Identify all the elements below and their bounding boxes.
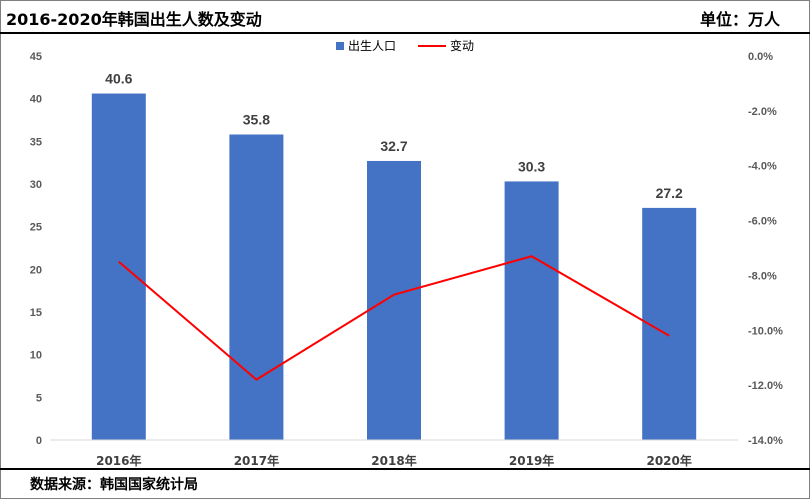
bar-value-label: 30.3 bbox=[518, 158, 545, 174]
y2-tick-label: -10.0% bbox=[748, 325, 783, 337]
legend-bar-swatch bbox=[336, 42, 344, 50]
y-tick-label: 30 bbox=[30, 179, 42, 191]
left-axis-ticks: 0 5 10 15 20 25 30 35 40 45 bbox=[30, 51, 42, 447]
legend-bar-label: 出生人口 bbox=[348, 39, 396, 53]
y2-tick-label: -12.0% bbox=[748, 380, 783, 392]
bar bbox=[642, 207, 697, 440]
y-tick-label: 40 bbox=[30, 94, 42, 106]
bar bbox=[91, 93, 146, 441]
chart-title: 2016-2020年韩国出生人数及变动 bbox=[6, 10, 262, 29]
right-axis-ticks: 0.0% -2.0% -4.0% -6.0% -8.0% -10.0% -12.0% -14.… bbox=[748, 51, 783, 447]
bar bbox=[367, 160, 421, 440]
bar-value-label: 32.7 bbox=[380, 138, 407, 154]
x-tick-label: 2018年 bbox=[371, 453, 416, 468]
y2-tick-label: -4.0% bbox=[748, 161, 777, 173]
x-tick-label: 2017年 bbox=[234, 453, 279, 468]
footer-rule bbox=[0, 468, 810, 470]
y2-tick-label: -14.0% bbox=[748, 435, 783, 447]
x-tick-label: 2019年 bbox=[509, 453, 554, 468]
y2-tick-label: 0.0% bbox=[748, 51, 773, 63]
line-series bbox=[118, 255, 670, 381]
x-axis-ticks: 2016年 2017年 2018年 2019年 2020年 bbox=[50, 439, 738, 468]
y2-tick-label: -6.0% bbox=[748, 216, 777, 228]
legend: 出生人口 变动 bbox=[336, 38, 474, 53]
bar-value-label: 27.2 bbox=[656, 185, 683, 201]
y-tick-label: 5 bbox=[36, 392, 42, 404]
source-note: 数据来源：韩国国家统计局 bbox=[30, 477, 198, 493]
legend-line-label: 变动 bbox=[450, 38, 474, 53]
bar bbox=[504, 181, 559, 440]
bar-series bbox=[91, 93, 697, 441]
y2-tick-label: -8.0% bbox=[748, 270, 777, 282]
y-tick-label: 15 bbox=[30, 307, 42, 319]
title-rule bbox=[0, 32, 810, 34]
unit-label: 单位：万人 bbox=[699, 10, 780, 29]
y-tick-label: 0 bbox=[36, 435, 42, 447]
y2-tick-label: -2.0% bbox=[748, 106, 777, 118]
bar-value-label: 35.8 bbox=[243, 112, 270, 128]
y-tick-label: 35 bbox=[30, 136, 42, 148]
data-labels: 40.6 35.8 32.7 30.3 27.2 bbox=[105, 71, 683, 201]
x-tick-label: 2020年 bbox=[646, 453, 691, 468]
x-tick-label: 2016年 bbox=[96, 453, 141, 468]
bar-value-label: 40.6 bbox=[105, 71, 132, 87]
bar bbox=[229, 134, 284, 441]
y-tick-label: 45 bbox=[30, 51, 42, 63]
y-tick-label: 20 bbox=[30, 264, 42, 276]
y-tick-label: 10 bbox=[30, 350, 42, 362]
y-tick-label: 25 bbox=[30, 222, 42, 234]
